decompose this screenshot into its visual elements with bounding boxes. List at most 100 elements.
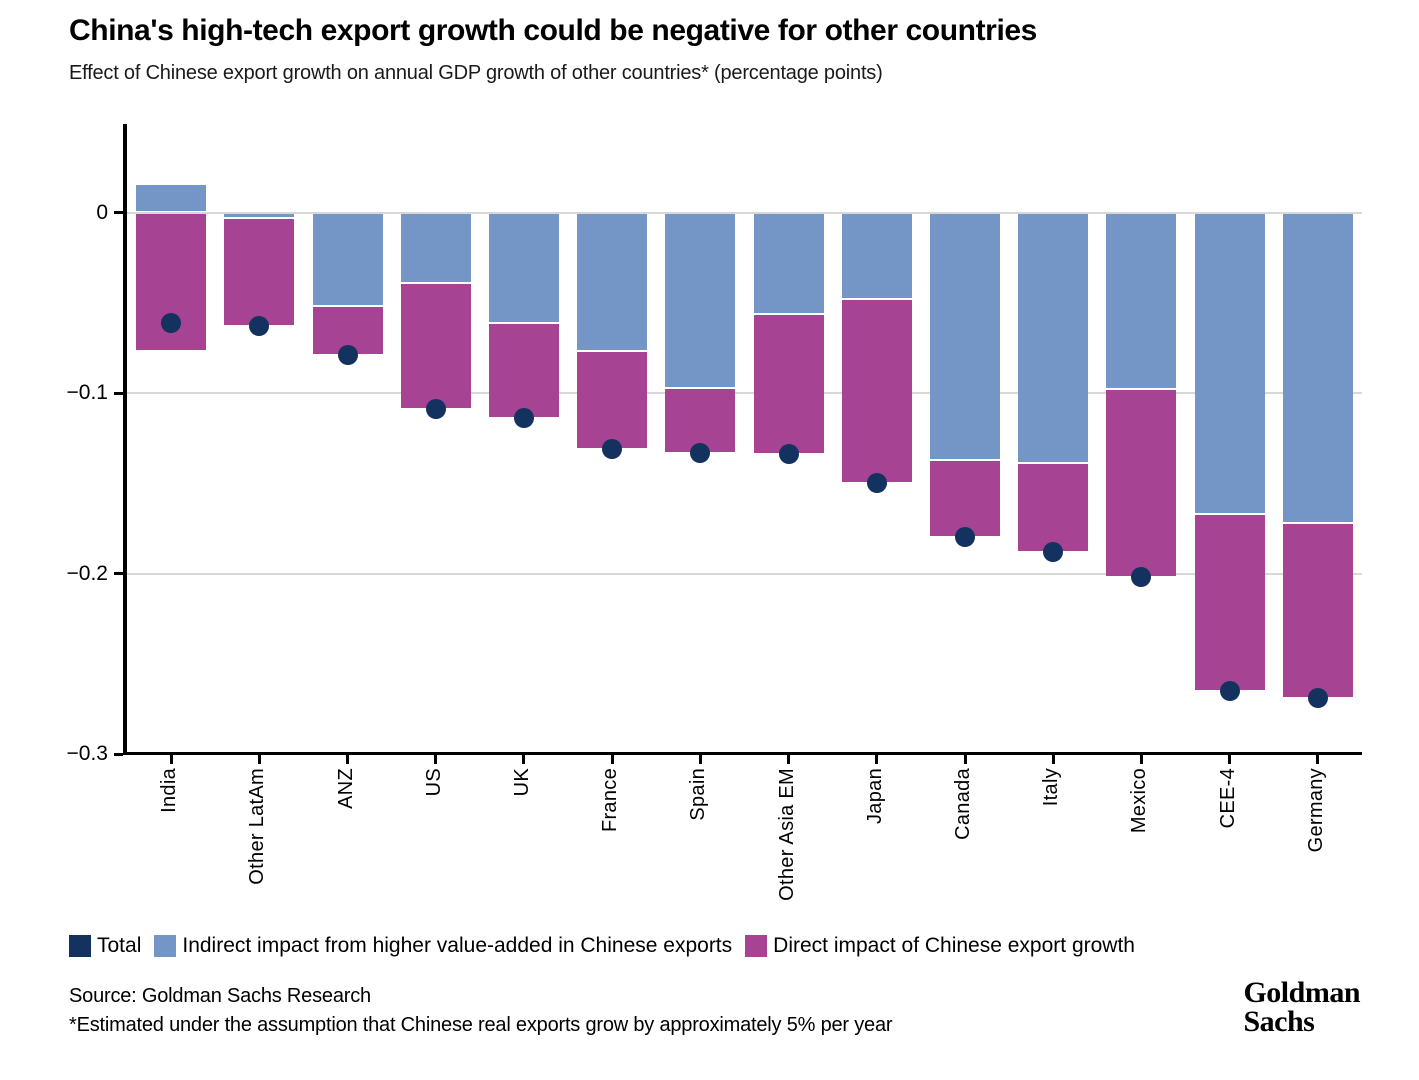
bar-segment-indirect-mexico: [1106, 213, 1177, 389]
source-text: Source: Goldman Sachs Research: [69, 985, 371, 1007]
x-tick: [1316, 755, 1320, 764]
legend-label-total: Total: [97, 934, 142, 957]
bar-segment-indirect-france: [577, 213, 648, 351]
grid-line: [126, 572, 1362, 575]
bar-segment-direct-germany: [1282, 523, 1353, 698]
bar-segment-indirect-japan: [841, 213, 912, 299]
bar-segment-indirect-india: [136, 184, 207, 212]
x-tick: [875, 755, 879, 764]
legend-swatch-indirect: [154, 935, 177, 957]
total-dot-canada: [955, 527, 976, 548]
bar-segment-direct-japan: [841, 300, 912, 483]
bar-segment-direct-cee-4: [1194, 514, 1265, 690]
x-tick: [434, 755, 438, 764]
total-dot-germany: [1307, 688, 1328, 709]
logo-line-2: Sachs: [1243, 1005, 1315, 1038]
legend-label-direct: Direct impact of Chinese export growth: [773, 934, 1135, 957]
y-tick: [114, 752, 123, 756]
x-tick: [257, 755, 261, 764]
total-dot-mexico: [1131, 567, 1152, 588]
y-tick-label: 0: [96, 200, 108, 224]
x-tick: [610, 755, 614, 764]
chart-subtitle: Effect of Chinese export growth on annua…: [69, 62, 883, 84]
bar-segment-indirect-uk: [488, 213, 559, 322]
bar-segment-direct-mexico: [1106, 390, 1177, 577]
chart-title: China's high-tech export growth could be…: [69, 14, 1037, 47]
bar-segment-direct-other-asia-em: [753, 314, 824, 454]
x-tick-label: Other LatAm: [246, 768, 269, 885]
legend-item-indirect: Indirect impact from higher value-added …: [154, 934, 732, 958]
y-tick-label: −0.1: [66, 381, 108, 404]
footnote-text: *Estimated under the assumption that Chi…: [69, 1014, 893, 1036]
x-tick: [1139, 755, 1143, 764]
bar-segment-indirect-germany: [1282, 213, 1353, 522]
logo-line-1: Goldman: [1243, 976, 1360, 1009]
total-dot-anz: [337, 345, 358, 366]
x-tick: [1228, 755, 1232, 764]
goldman-sachs-logo: Goldman Sachs: [1243, 976, 1360, 1038]
x-tick: [522, 755, 526, 764]
bar-segment-indirect-canada: [930, 213, 1001, 459]
total-dot-italy: [1043, 541, 1064, 562]
y-axis: [123, 124, 127, 755]
footer: Source: Goldman Sachs Research *Estimate…: [69, 982, 893, 1040]
x-tick-label: Spain: [687, 768, 710, 821]
x-tick-label: UK: [510, 768, 533, 797]
x-tick-label: France: [599, 768, 622, 833]
legend-swatch-total: [69, 935, 91, 957]
total-dot-spain: [690, 442, 711, 463]
bar-segment-indirect-anz: [312, 213, 383, 306]
total-dot-japan: [866, 473, 887, 494]
bar-segment-direct-us: [400, 283, 471, 409]
bar-segment-direct-uk: [488, 323, 559, 418]
x-tick-label: Other Asia EM: [775, 768, 798, 901]
x-tick: [1051, 755, 1055, 764]
y-tick-label: −0.2: [66, 561, 108, 585]
x-tick-label: Germany: [1304, 768, 1327, 853]
bar-segment-indirect-italy: [1018, 213, 1089, 463]
x-tick: [698, 755, 702, 764]
legend-item-total: Total: [69, 934, 141, 958]
grid-line: [126, 211, 1362, 214]
total-dot-uk: [513, 408, 534, 429]
x-tick-label: Italy: [1040, 768, 1063, 807]
x-tick-label: Canada: [952, 768, 975, 840]
y-tick: [114, 211, 123, 214]
bar-segment-indirect-cee-4: [1194, 213, 1265, 513]
total-dot-france: [602, 438, 623, 459]
bar-segment-direct-spain: [665, 388, 736, 452]
y-tick: [114, 391, 123, 395]
y-tick: [114, 572, 123, 575]
plot-area: 0 −0.1 −0.2 −0.3 India Other LatAm ANZ US UK Fran…: [66, 124, 1362, 901]
bar-segment-indirect-us: [400, 213, 471, 282]
bar-segment-direct-france: [577, 352, 648, 448]
bar-segment-direct-italy: [1018, 464, 1089, 551]
legend-label-indirect: Indirect impact from higher value-added …: [182, 934, 733, 957]
x-tick: [346, 755, 350, 764]
bar-segment-indirect-other-latam: [224, 213, 295, 217]
x-tick-label: US: [422, 768, 445, 797]
legend-item-direct: Direct impact of Chinese export growth: [745, 934, 1135, 958]
x-tick: [787, 755, 791, 764]
total-dot-other-latam: [249, 316, 270, 337]
x-tick-label: Mexico: [1128, 768, 1151, 834]
bar-segment-direct-canada: [930, 460, 1001, 537]
legend: Total Indirect impact from higher value-a…: [69, 934, 1135, 958]
bar-segment-direct-other-latam: [224, 218, 295, 326]
bar-segment-indirect-other-asia-em: [753, 213, 824, 313]
x-axis: [123, 751, 1362, 755]
total-dot-other-asia-em: [778, 444, 799, 465]
x-tick-label: Japan: [863, 768, 886, 824]
x-tick: [963, 755, 967, 764]
y-tick-label: −0.3: [66, 742, 108, 765]
total-dot-india: [161, 312, 182, 333]
x-tick-label: India: [158, 768, 181, 813]
legend-swatch-direct: [745, 935, 768, 957]
total-dot-cee-4: [1219, 680, 1240, 701]
x-tick-label: ANZ: [334, 768, 357, 809]
total-dot-us: [425, 399, 446, 420]
x-tick: [169, 755, 173, 764]
grid-line: [126, 392, 1362, 394]
x-tick-label: CEE-4: [1216, 768, 1239, 829]
